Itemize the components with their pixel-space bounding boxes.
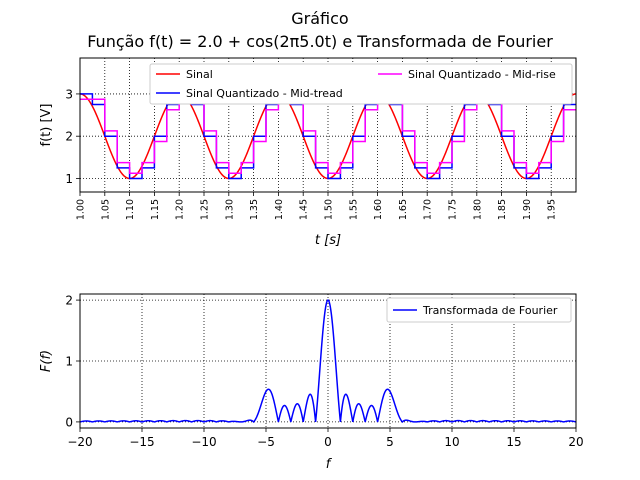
- top-legend: Sinal Sinal Quantizado - Mid-tread Sinal…: [149, 63, 573, 105]
- top-x-tick-label: 1.95: [547, 199, 558, 220]
- top-x-tick-label: 1.40: [274, 199, 285, 220]
- bottom-x-tick-label: 20: [568, 435, 583, 449]
- legend-sinal-label: Sinal: [186, 68, 213, 81]
- top-x-tick-label: 1.80: [472, 199, 483, 220]
- top-x-tick-label: 1.15: [150, 199, 161, 220]
- bottom-x-tick-label: 0: [324, 435, 332, 449]
- top-x-tick-label: 1.90: [522, 199, 533, 220]
- figure-title: Função f(t) = 2.0 + cos(2π5.0t) e Transf…: [87, 32, 553, 51]
- top-x-tick-label: 1.70: [423, 199, 434, 220]
- legend-midrise-label: Sinal Quantizado - Mid-rise: [408, 68, 556, 81]
- bottom-x-tick-label: −5: [257, 435, 275, 449]
- top-x-tick-label: 1.60: [373, 199, 384, 220]
- top-x-tick-label: 1.45: [299, 199, 310, 220]
- legend-midtread-label: Sinal Quantizado - Mid-tread: [186, 87, 343, 100]
- bottom-y-axis-label: F(f): [39, 350, 54, 372]
- frequency-domain-plot: −20 −15 −10 −5 0 5 10 15 20 0 1 2 f F(f) Transform…: [39, 293, 584, 472]
- bottom-y-tick-label: 2: [65, 294, 73, 308]
- bottom-legend: Transformada de Fourier: [386, 297, 572, 323]
- top-x-tick-label: 1.75: [448, 199, 459, 220]
- bottom-x-tick-label: −15: [129, 435, 154, 449]
- top-x-tick-label: 1.35: [249, 199, 260, 220]
- series-fourier-line: [79, 299, 577, 423]
- time-domain-plot: 1.00 1.05 1.10 1.15 1.20 1.25 1.30 1.35 1.40 1.45…: [39, 57, 577, 248]
- top-y-tick-label: 2: [65, 130, 73, 144]
- top-x-tick-label: 1.05: [100, 199, 111, 220]
- bottom-y-tick-label: 1: [65, 355, 73, 369]
- top-x-tick-label: 1.50: [324, 199, 335, 220]
- top-x-axis-label: t [s]: [315, 233, 341, 248]
- top-y-tick-label: 3: [65, 87, 73, 101]
- top-y-axis-label: f(t) [V]: [39, 104, 54, 147]
- top-x-tick-label: 1.85: [497, 199, 508, 220]
- top-x-tick-label: 1.00: [76, 199, 87, 220]
- suptitle: Gráfico: [291, 9, 348, 28]
- bottom-x-tick-label: 10: [444, 435, 459, 449]
- top-x-tick-label: 1.10: [125, 199, 136, 220]
- bottom-x-tick-label: 5: [386, 435, 394, 449]
- bottom-x-tick-label: −10: [191, 435, 216, 449]
- top-x-tick-label: 1.25: [200, 199, 211, 220]
- legend-fourier-label: Transformada de Fourier: [422, 304, 558, 317]
- bottom-y-tick-label: 0: [65, 415, 73, 429]
- top-x-tick-label: 1.20: [175, 199, 186, 220]
- top-x-tick-label: 1.65: [398, 199, 409, 220]
- top-x-tick-label: 1.55: [348, 199, 359, 220]
- top-x-tick-label: 1.30: [224, 199, 235, 220]
- bottom-x-axis-label: f: [326, 457, 333, 472]
- bottom-x-tick-label: 15: [506, 435, 521, 449]
- top-y-tick-label: 1: [65, 172, 73, 186]
- bottom-x-tick-label: −20: [67, 435, 92, 449]
